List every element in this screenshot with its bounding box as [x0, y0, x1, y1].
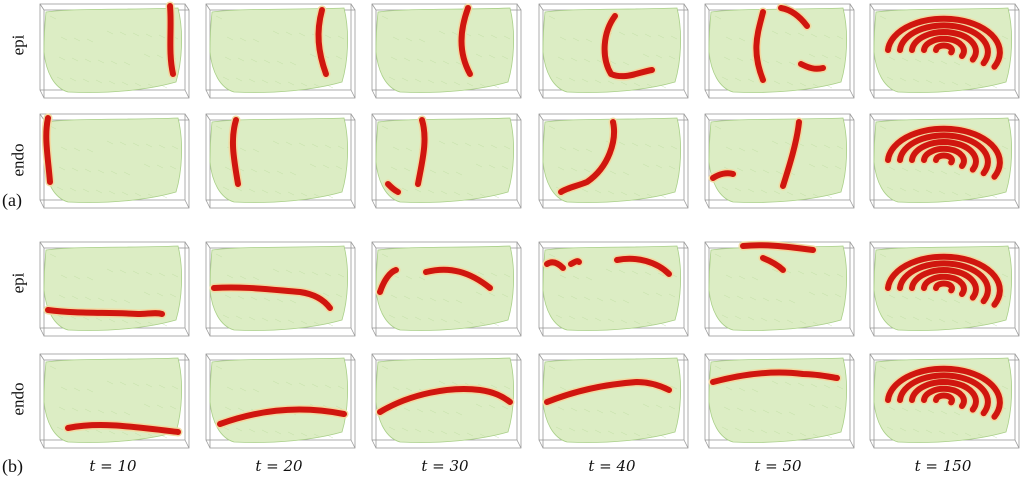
- excitation-wave: [215, 404, 349, 429]
- snapshot-tile-r3-c1: [39, 241, 190, 337]
- time-label-40: t = 40: [588, 457, 636, 475]
- excitation-wave: [708, 367, 842, 387]
- snapshot-tile-r3-c5: [704, 240, 855, 337]
- tissue-surface: [375, 7, 515, 93]
- excitation-wave: [738, 240, 818, 275]
- excitation-wave: [375, 265, 495, 297]
- snapshot-tile-r3-c6: [869, 241, 1020, 337]
- excitation-wave: [41, 113, 55, 187]
- tissue-surface: [375, 117, 515, 203]
- fibre-texture: [49, 125, 179, 199]
- snapshot-tile-r2-c6: [869, 113, 1020, 209]
- tissue-surface: [542, 245, 682, 331]
- snapshot-tile-r2-c1: [39, 113, 190, 209]
- tissue-surface: [708, 7, 848, 93]
- excitation-wave: [43, 305, 167, 319]
- snapshot-tile-r2-c2: [205, 113, 356, 209]
- panel-label-a: (a): [2, 190, 22, 210]
- fibre-texture: [49, 253, 179, 327]
- time-label-150: t = 150: [914, 457, 972, 475]
- excitation-wave: [883, 124, 1005, 182]
- snapshot-tile-r1-c6: [869, 3, 1020, 99]
- excitation-wave: [209, 282, 335, 313]
- fibre-texture: [215, 253, 345, 327]
- snapshot-tile-r4-c4: [538, 353, 689, 449]
- tissue-surface: [708, 117, 848, 203]
- fibre-texture: [714, 365, 844, 439]
- snapshot-tile-r1-c2: [205, 3, 356, 99]
- snapshot-tile-r1-c4: [538, 3, 689, 99]
- row-label-epi-b: epi: [8, 272, 28, 294]
- fibre-texture: [548, 253, 678, 327]
- snapshot-tile-r4-c2: [205, 353, 356, 449]
- excitation-wave: [751, 3, 828, 85]
- fibre-texture: [714, 15, 844, 89]
- fibre-texture: [215, 125, 345, 199]
- fibre-texture: [49, 15, 179, 89]
- time-label-30: t = 30: [421, 457, 469, 475]
- tissue-surface: [209, 357, 349, 443]
- tissue-surface: [43, 357, 183, 443]
- snapshot-tile-r1-c3: [371, 3, 522, 99]
- tissue-surface: [708, 245, 848, 331]
- tissue-surface: [375, 357, 515, 443]
- excitation-wave: [556, 117, 619, 197]
- excitation-wave: [165, 1, 178, 79]
- tissue-surface: [43, 117, 183, 203]
- fibre-texture: [548, 15, 678, 89]
- snapshot-tile-r4-c1: [39, 353, 190, 449]
- excitation-wave: [883, 252, 1005, 310]
- excitation-wave: [375, 384, 515, 417]
- snapshot-tile-r4-c6: [869, 353, 1020, 449]
- excitation-wave: [708, 117, 804, 191]
- snapshot-tile-r4-c3: [371, 353, 522, 449]
- fibre-texture: [49, 365, 179, 439]
- tissue-surface: [43, 7, 183, 93]
- excitation-wave: [383, 115, 430, 197]
- tissue-surface: [209, 7, 349, 93]
- time-label-20: t = 20: [255, 457, 303, 475]
- excitation-wave: [883, 14, 1005, 72]
- snapshot-tile-r2-c3: [371, 113, 522, 209]
- snapshot-tile-r2-c4: [538, 113, 689, 209]
- row-label-endo-a: endo: [8, 143, 28, 177]
- snapshot-tile-r3-c4: [538, 241, 689, 337]
- excitation-wave: [228, 115, 243, 189]
- snapshot-tile-r2-c5: [704, 113, 855, 209]
- snapshot-tile-r1-c5: [704, 3, 855, 99]
- excitation-wave: [600, 11, 657, 81]
- snapshot-tile-r3-c3: [371, 241, 522, 337]
- snapshot-tile-r1-c1: [39, 1, 190, 99]
- fibre-texture: [381, 15, 511, 89]
- snapshot-tile-r3-c2: [205, 241, 356, 337]
- time-label-10: t = 10: [89, 457, 137, 475]
- time-label-50: t = 50: [754, 457, 802, 475]
- tissue-surface: [209, 117, 349, 203]
- snapshot-tile-r4-c5: [704, 353, 855, 449]
- fibre-texture: [215, 15, 345, 89]
- row-label-endo-b: endo: [8, 382, 28, 416]
- excitation-wave: [883, 364, 1005, 422]
- panel-label-b: (b): [2, 456, 23, 476]
- excitation-wave: [63, 420, 183, 437]
- row-label-epi-a: epi: [8, 34, 28, 56]
- excitation-wave: [542, 377, 674, 407]
- excitation-wave: [457, 3, 475, 79]
- excitation-wave: [314, 5, 331, 79]
- fibre-texture: [714, 253, 844, 327]
- excitation-wave: [542, 254, 674, 279]
